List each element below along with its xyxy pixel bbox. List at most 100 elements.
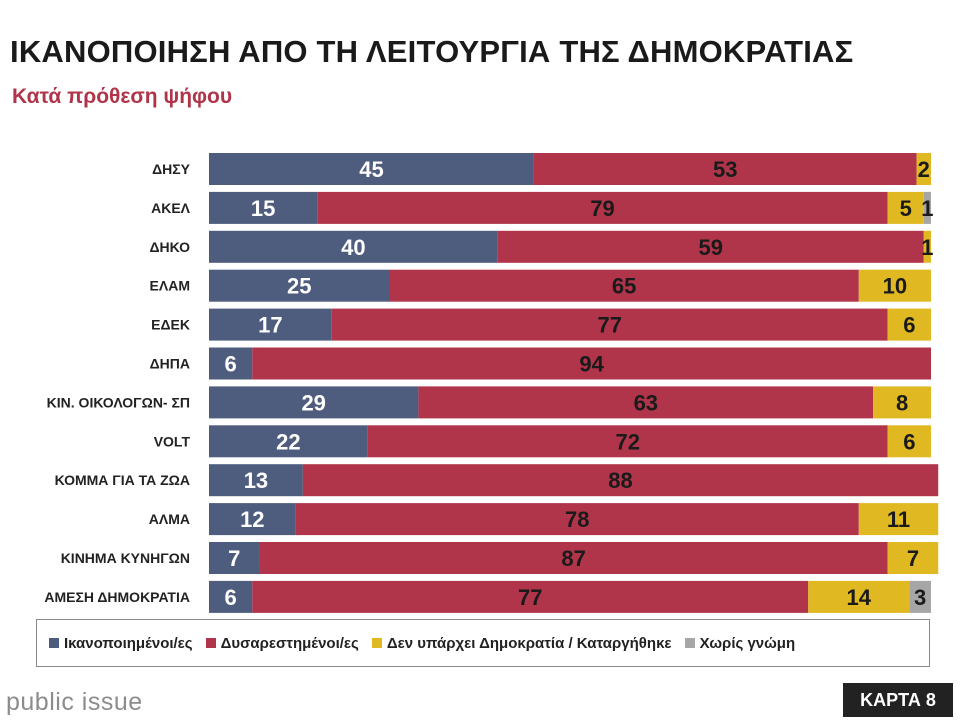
legend-swatch [49, 638, 59, 648]
bar-segment [887, 542, 939, 574]
legend-label: Δεν υπάρχει Δημοκρατία / Καταργήθηκε [386, 634, 672, 652]
bar-segment [858, 503, 939, 536]
data-label: 65 [612, 274, 636, 299]
data-label: 53 [713, 157, 737, 182]
bar-segment [259, 542, 888, 574]
data-label: 45 [359, 157, 383, 182]
data-label: 1 [921, 235, 933, 260]
bar-segment [923, 191, 931, 224]
data-label: 6 [225, 352, 237, 377]
bar-segment [367, 425, 888, 458]
bar-segment [209, 503, 296, 536]
legend-item-no-opinion: Χωρίς γνώμη [684, 634, 796, 652]
chart-title: ΙΚΑΝΟΠΟΙΗΣΗ ΑΠΟ ΤΗ ΛΕΙΤΟΥΡΓΙΑ ΤΗΣ ΔΗΜΟΚΡ… [10, 34, 854, 69]
legend-item-satisfied: Ικανοποιημένοι/ες [49, 635, 193, 652]
bar-segment [209, 464, 303, 497]
bar-segment [209, 347, 253, 380]
data-label: 5 [900, 196, 912, 221]
bar-segment [209, 191, 318, 224]
bar-segment [858, 269, 931, 302]
data-label: 78 [565, 507, 589, 532]
data-label: 15 [251, 196, 275, 221]
bar-segment [209, 542, 260, 574]
data-label: 14 [847, 585, 872, 610]
legend-swatch [684, 638, 695, 648]
category-label: ΚΙΝ. ΟΙΚΟΛΟΓΩΝ- ΣΠ [47, 394, 190, 410]
bar-segment [252, 580, 809, 613]
data-label: 59 [699, 235, 723, 260]
data-label: 29 [301, 390, 325, 415]
bar-segment [317, 191, 888, 224]
category-label: ΔΗΚΟ [149, 239, 190, 255]
legend-item-dissatisfied: Δυσαρεστημένοι/ες [205, 634, 359, 652]
data-label: 22 [276, 429, 300, 454]
bar-segment [533, 153, 917, 185]
legend-swatch [205, 638, 216, 648]
data-label: 8 [896, 390, 908, 415]
data-label: 40 [341, 235, 365, 260]
bar-segment [209, 425, 368, 458]
data-label: 10 [883, 274, 907, 299]
stacked-bar-chart: ΔΗΣΥ 45 53 2 ΑΚΕΛ 15 79 5 1 ΔΗΚΟ 40 59 1 ΕΛΑΜ 25 65 10 ΕΔ… [44, 153, 939, 613]
data-label: 12 [240, 507, 264, 532]
bar-segment [808, 580, 910, 613]
legend-label: Δυσαρεστημένοι/ες [220, 634, 359, 652]
category-label: ΑΚΕΛ [151, 200, 191, 216]
data-label: 79 [590, 196, 614, 221]
data-label: 13 [244, 468, 268, 493]
bar-segment [209, 230, 498, 263]
data-label: 17 [258, 313, 282, 338]
bar-segment [497, 230, 924, 263]
data-label: 94 [579, 352, 604, 377]
category-label: ΑΜΕΣΗ ΔΗΜΟΚΡΑΤΙΑ [44, 589, 190, 605]
bar-segment [252, 347, 931, 380]
data-label: 3 [914, 585, 926, 610]
category-label: ΔΗΣΥ [152, 161, 191, 177]
data-label: 11 [887, 507, 910, 532]
chart-subtitle: Κατά πρόθεση ψήφου [12, 85, 233, 108]
bar-segment [389, 269, 859, 302]
data-label: 63 [634, 390, 658, 415]
data-label: 6 [225, 585, 237, 610]
data-label: 72 [616, 429, 640, 454]
category-label: ΑΛΜΑ [149, 511, 190, 527]
data-label: 6 [903, 429, 915, 454]
bar-segment [302, 464, 939, 497]
data-label: 25 [287, 274, 311, 299]
category-label: ΚΙΝΗΜΑ ΚΥΝΗΓΩΝ [61, 550, 190, 566]
bar-segment [873, 386, 931, 419]
bar-segment [887, 425, 931, 458]
bar-segment [295, 503, 859, 536]
category-label: ΔΗΠΑ [150, 356, 190, 372]
data-label: 87 [561, 546, 585, 571]
brand-logo-text: public issue [6, 688, 143, 716]
data-label: 7 [228, 546, 240, 571]
category-label: ΚΟΜΜΑ ΓΙΑ ΤΑ ΖΩΑ [55, 472, 190, 488]
bar-segment [887, 308, 931, 341]
legend-item-no-democracy: Δεν υπάρχει Δημοκρατία / Καταργήθηκε [371, 634, 672, 652]
data-label: 77 [597, 313, 621, 338]
bar-segment [209, 153, 534, 185]
bar-segment [331, 308, 888, 341]
category-label: ΕΛΑΜ [150, 278, 190, 294]
bar-segment [418, 386, 874, 419]
data-label: 6 [903, 313, 915, 338]
bar-segment [916, 153, 931, 185]
data-label: 7 [907, 546, 919, 571]
legend-swatch [371, 638, 382, 648]
legend-label: Ικανοποιημένοι/ες [64, 634, 193, 652]
legend-label: Χωρίς γνώμη [699, 634, 796, 652]
data-label: 77 [518, 585, 542, 610]
bar-segment [923, 230, 931, 263]
bar-segment [209, 308, 332, 341]
bar-segment [209, 269, 390, 302]
bar-segment [909, 580, 931, 613]
data-label: 1 [921, 196, 933, 221]
data-label: 2 [918, 157, 930, 182]
category-label: VOLT [154, 433, 191, 449]
bar-segment [209, 386, 419, 419]
map-number-badge: ΚΑΡΤΑ 8 [843, 683, 953, 717]
category-label: ΕΔΕΚ [151, 317, 190, 333]
chart-legend: Ικανοποιημένοι/ες Δυσαρεστημένοι/ες Δεν … [36, 619, 930, 667]
data-label: 88 [608, 468, 632, 493]
